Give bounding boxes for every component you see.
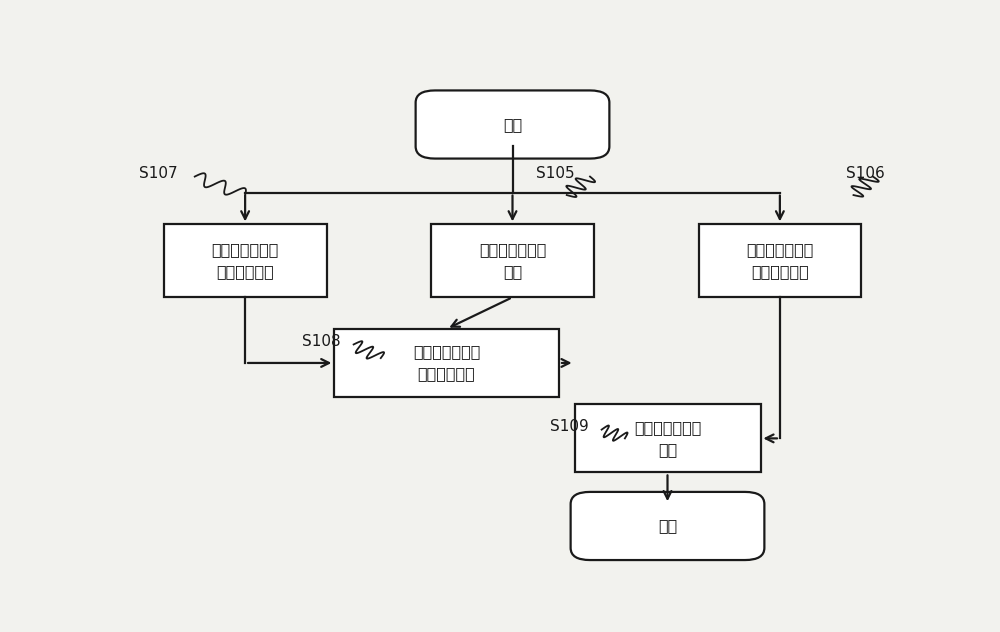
FancyBboxPatch shape [698,224,861,297]
Text: 建立电池的健康
状态诊断模型: 建立电池的健康 状态诊断模型 [746,242,814,279]
Text: S105: S105 [536,166,574,181]
FancyBboxPatch shape [571,492,764,560]
Text: S109: S109 [550,419,588,434]
FancyBboxPatch shape [164,224,326,297]
FancyBboxPatch shape [431,224,594,297]
Text: S107: S107 [139,166,178,181]
Text: S108: S108 [302,334,340,349]
FancyBboxPatch shape [334,329,559,397]
Text: 计算电池将来时
刻的电气特性: 计算电池将来时 刻的电气特性 [413,344,480,382]
Text: 建立电池的劣化
模型: 建立电池的劣化 模型 [479,242,546,279]
FancyBboxPatch shape [416,90,609,159]
Text: 计算将来时刻充
放电控制指令: 计算将来时刻充 放电控制指令 [211,242,279,279]
FancyBboxPatch shape [574,404,761,473]
Text: S106: S106 [846,166,885,181]
Text: 开始: 开始 [503,117,522,132]
Text: 结束: 结束 [658,518,677,533]
Text: 诊断电池的健康
状态: 诊断电池的健康 状态 [634,420,701,457]
